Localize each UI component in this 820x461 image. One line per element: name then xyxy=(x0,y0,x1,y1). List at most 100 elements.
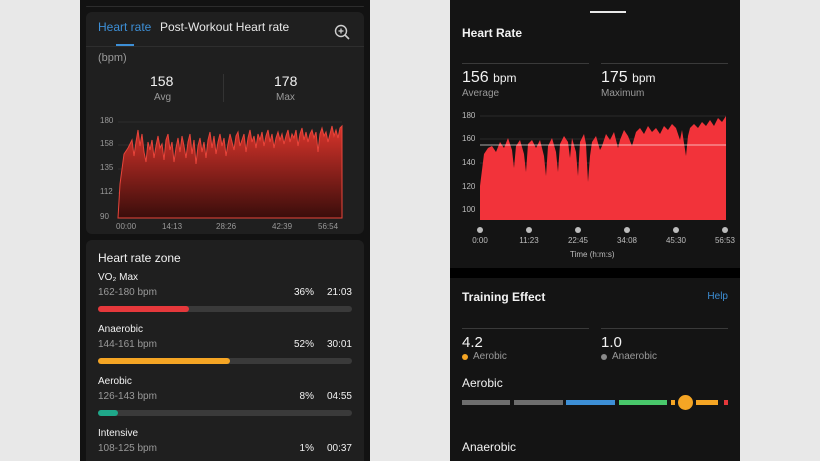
unit-label: (bpm) xyxy=(98,52,127,64)
maximum-label: Maximum xyxy=(601,88,645,99)
zone-name: Intensive xyxy=(98,428,139,439)
x-tick-dot xyxy=(575,227,581,233)
anaerobic-dot-icon xyxy=(601,354,607,360)
zone-bar-fill xyxy=(98,306,190,312)
zone-time: 00:37 xyxy=(326,443,352,454)
x-tick-dot xyxy=(526,227,532,233)
x-tick-label: 56:53 xyxy=(714,236,736,245)
y-tick-label: 158 xyxy=(100,139,114,148)
y-tick-label: 100 xyxy=(462,205,476,214)
anaerobic-te-label: Anaerobic xyxy=(612,351,658,362)
y-tick-label: 90 xyxy=(100,212,109,221)
zone-name: Anaerobic xyxy=(98,324,144,335)
zone-bar xyxy=(98,358,352,364)
x-tick-label: 56:54 xyxy=(318,222,339,231)
x-tick-label: 28:26 xyxy=(216,222,237,231)
zone-range: 144-161 bpm xyxy=(98,339,157,350)
x-tick-label: 11:23 xyxy=(519,236,539,245)
x-tick-label: 34:08 xyxy=(616,236,638,245)
right-phone-screen: Heart Rate 156 bpm Average 175 bpm Maxim… xyxy=(450,0,740,461)
heart-rate-title: Heart Rate xyxy=(462,26,523,40)
x-tick-dot xyxy=(624,227,630,233)
zone-bar-fill xyxy=(98,410,119,416)
scale-segment xyxy=(514,400,563,405)
x-tick-label: 22:45 xyxy=(567,236,589,245)
avg-value: 158 xyxy=(150,73,174,89)
x-tick-label: 00:00 xyxy=(116,222,137,231)
average-value: 156 bpm xyxy=(462,69,517,86)
average-label: Average xyxy=(462,88,500,99)
zone-time: 30:01 xyxy=(326,339,352,350)
zone-range: 162-180 bpm xyxy=(98,287,157,298)
x-tick-dot xyxy=(477,227,483,233)
left-phone-screen: Heart rate Post-Workout Heart rate (bpm)… xyxy=(80,0,370,461)
training-effect-section: Training Effect Help 4.2 Aerobic 1.0 Ana… xyxy=(450,278,740,461)
top-divider xyxy=(86,6,364,7)
heart-rate-card: Heart rate Post-Workout Heart rate (bpm)… xyxy=(86,12,364,234)
tabs-divider xyxy=(86,46,364,47)
zone-percent: 8% xyxy=(299,391,314,402)
y-tick-label: 135 xyxy=(100,163,114,172)
stats-rule-left xyxy=(462,63,589,64)
scale-segment xyxy=(462,400,510,405)
anaerobic-heading: Anaerobic xyxy=(462,440,517,454)
scale-segment xyxy=(724,400,728,405)
zone-percent: 36% xyxy=(293,287,314,298)
page-indicator xyxy=(590,11,626,13)
zoom-in-icon[interactable] xyxy=(334,24,350,40)
y-tick-label: 112 xyxy=(100,187,113,196)
tab-indicator xyxy=(116,44,134,46)
scale-segment xyxy=(566,400,615,405)
zone-name: VO₂ Max xyxy=(98,272,138,283)
aerobic-dot-icon xyxy=(462,354,468,360)
zone-title: Heart rate zone xyxy=(98,251,181,265)
y-tick-label: 140 xyxy=(462,158,476,167)
left-heart-rate-chart xyxy=(117,121,343,219)
zone-percent: 52% xyxy=(293,339,314,350)
scale-segment xyxy=(619,400,667,405)
aerobic-te-value: 4.2 xyxy=(462,334,483,351)
te-rule-right xyxy=(601,328,728,329)
te-rule-left xyxy=(462,328,589,329)
y-tick-label: 120 xyxy=(462,182,476,191)
zone-name: Aerobic xyxy=(98,376,132,387)
max-label: Max xyxy=(276,92,295,103)
help-link[interactable]: Help xyxy=(707,291,728,302)
zone-range: 126-143 bpm xyxy=(98,391,157,402)
stats-divider xyxy=(223,74,224,102)
right-heart-rate-chart xyxy=(480,115,726,220)
tab-post-workout-heart-rate[interactable]: Post-Workout Heart rate xyxy=(160,20,290,34)
aerobic-te-label: Aerobic xyxy=(473,351,507,362)
tab-heart-rate[interactable]: Heart rate xyxy=(98,20,152,34)
aerobic-heading: Aerobic xyxy=(462,376,503,390)
scale-segment xyxy=(696,400,718,405)
heart-rate-area xyxy=(480,116,726,220)
x-tick-label: 14:13 xyxy=(162,222,183,231)
zone-time: 21:03 xyxy=(326,287,352,298)
max-value: 178 xyxy=(274,73,298,89)
zone-bar xyxy=(98,410,352,416)
x-tick-label: 45:30 xyxy=(665,236,687,245)
avg-label: Avg xyxy=(154,92,172,103)
scale-marker xyxy=(678,395,693,410)
x-tick-dot xyxy=(673,227,679,233)
x-tick-label: 0:00 xyxy=(472,236,488,245)
zone-range: 108-125 bpm xyxy=(98,443,157,454)
training-effect-title: Training Effect xyxy=(462,290,546,304)
x-tick-label: 42:39 xyxy=(272,222,293,231)
heart-rate-area xyxy=(117,124,343,219)
y-tick-label: 180 xyxy=(462,111,476,120)
aerobic-scale xyxy=(462,395,728,410)
anaerobic-te-value: 1.0 xyxy=(601,334,622,351)
y-tick-label: 180 xyxy=(100,116,114,125)
heart-rate-zone-card: Heart rate zone VO₂ Max 162-180 bpm 36% 21:… xyxy=(86,240,364,461)
y-tick-label: 160 xyxy=(462,134,476,143)
zone-time: 04:55 xyxy=(326,391,352,402)
scale-segment xyxy=(671,400,675,405)
zone-bar-fill xyxy=(98,358,231,364)
x-axis-title: Time (h:m:s) xyxy=(570,250,615,259)
x-tick-dot xyxy=(722,227,728,233)
zone-percent: 1% xyxy=(299,443,314,454)
zone-bar xyxy=(98,306,352,312)
